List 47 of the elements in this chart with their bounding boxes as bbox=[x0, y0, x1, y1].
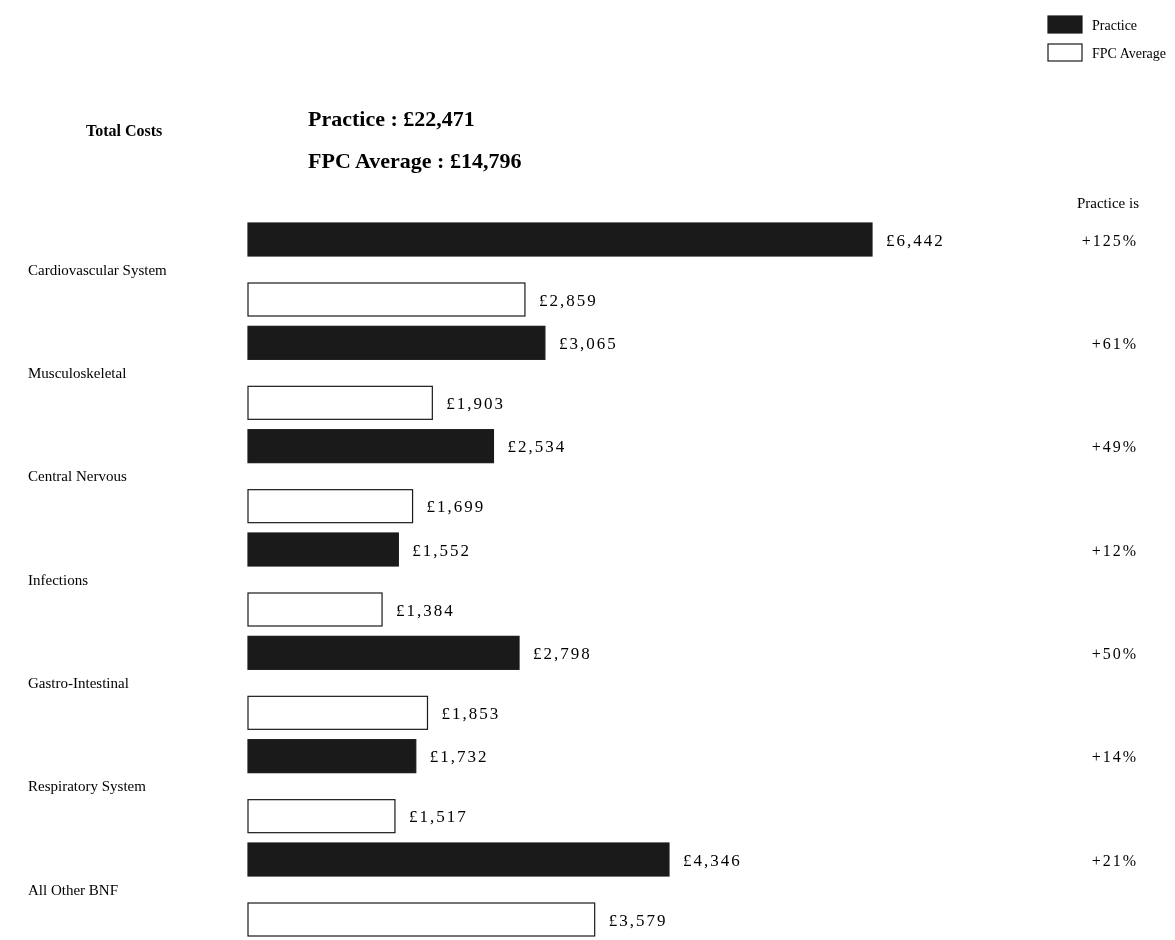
y-tick-label: Musculoskeletal bbox=[28, 364, 127, 381]
data-label: £1,853 bbox=[441, 703, 501, 723]
text: +61% bbox=[1091, 334, 1138, 352]
text: +125% bbox=[1081, 231, 1138, 249]
text: Practice : £22,471 bbox=[308, 106, 475, 131]
text: Practice is bbox=[1076, 195, 1140, 211]
data-label: £2,798 bbox=[533, 643, 592, 663]
legend-label: Practice bbox=[1092, 18, 1138, 33]
y-tick-label: Cardiovascular System bbox=[28, 261, 168, 278]
bar bbox=[247, 532, 399, 567]
bar bbox=[247, 489, 414, 524]
bar bbox=[247, 635, 520, 670]
text: +50% bbox=[1091, 644, 1138, 662]
bar bbox=[247, 282, 526, 317]
bar bbox=[247, 325, 546, 360]
text: +12% bbox=[1091, 541, 1138, 559]
legend-label: FPC Average bbox=[1092, 46, 1167, 61]
bar bbox=[247, 695, 429, 730]
text: +49% bbox=[1091, 438, 1138, 456]
bar bbox=[247, 739, 417, 774]
data-label: £1,384 bbox=[396, 600, 455, 620]
bar bbox=[247, 592, 383, 627]
y-tick-label: Gastro-Intestinal bbox=[28, 674, 129, 691]
y-tick-label: Infections bbox=[28, 571, 89, 588]
bar bbox=[247, 842, 670, 877]
y-tick-label: Respiratory System bbox=[28, 778, 147, 795]
bar bbox=[247, 799, 396, 834]
data-label: £1,903 bbox=[446, 393, 506, 413]
data-label: £4,346 bbox=[682, 850, 742, 870]
data-label: £2,534 bbox=[507, 437, 567, 457]
data-label: £3,579 bbox=[608, 910, 668, 930]
y-tick-label: All Other BNF bbox=[28, 881, 118, 898]
text: +14% bbox=[1091, 748, 1138, 766]
text: Total Costs bbox=[86, 122, 163, 139]
data-label: £1,699 bbox=[426, 497, 486, 517]
data-label: £1,732 bbox=[429, 747, 489, 767]
y-tick-label: Central Nervous bbox=[28, 468, 127, 485]
data-label: £1,517 bbox=[408, 807, 468, 827]
text: FPC Average : £14,796 bbox=[308, 148, 522, 173]
bar bbox=[247, 222, 873, 257]
text: +21% bbox=[1091, 851, 1138, 869]
data-label: £2,859 bbox=[538, 290, 598, 310]
data-label: £6,442 bbox=[886, 230, 945, 250]
bar bbox=[247, 429, 495, 464]
data-label: £3,065 bbox=[558, 333, 618, 353]
bar bbox=[247, 385, 433, 420]
data-label: £1,552 bbox=[412, 540, 472, 560]
